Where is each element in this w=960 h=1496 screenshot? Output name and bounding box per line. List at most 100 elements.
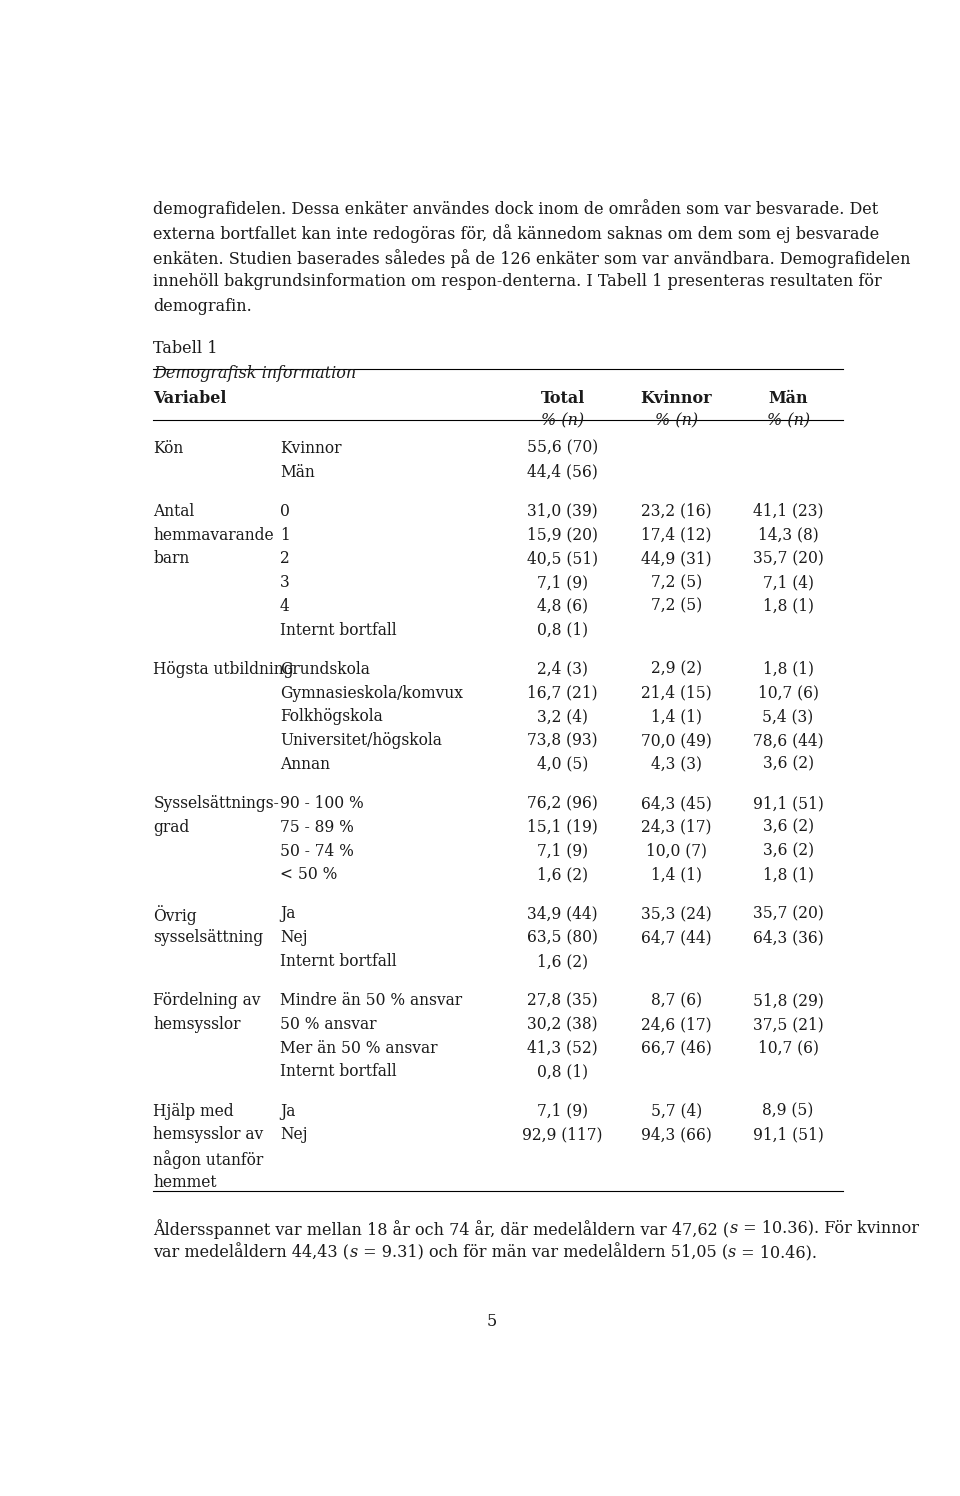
Text: 51,8 (29): 51,8 (29) xyxy=(753,992,824,1010)
Text: 4: 4 xyxy=(280,598,290,615)
Text: 91,1 (51): 91,1 (51) xyxy=(753,794,824,812)
Text: 2: 2 xyxy=(280,551,290,567)
Text: 41,1 (23): 41,1 (23) xyxy=(753,503,824,519)
Text: 41,3 (52): 41,3 (52) xyxy=(527,1040,598,1056)
Text: 10,0 (7): 10,0 (7) xyxy=(646,842,707,860)
Text: 90 - 100 %: 90 - 100 % xyxy=(280,794,364,812)
Text: % (n): % (n) xyxy=(655,413,698,429)
Text: demografidelen. Dessa enkäter användes dock inom de områden som var besvarade. D: demografidelen. Dessa enkäter användes d… xyxy=(154,199,878,218)
Text: Gymnasieskola/komvux: Gymnasieskola/komvux xyxy=(280,685,463,702)
Text: 3: 3 xyxy=(280,574,290,591)
Text: = 10.36). För kvinnor: = 10.36). För kvinnor xyxy=(738,1219,919,1237)
Text: Nej: Nej xyxy=(280,1126,307,1143)
Text: 7,1 (4): 7,1 (4) xyxy=(762,574,814,591)
Text: 37,5 (21): 37,5 (21) xyxy=(753,1016,824,1032)
Text: < 50 %: < 50 % xyxy=(280,866,337,883)
Text: 78,6 (44): 78,6 (44) xyxy=(753,732,824,749)
Text: 15,1 (19): 15,1 (19) xyxy=(527,818,598,836)
Text: 3,2 (4): 3,2 (4) xyxy=(538,708,588,726)
Text: 7,1 (9): 7,1 (9) xyxy=(537,574,588,591)
Text: hemsysslor: hemsysslor xyxy=(154,1016,241,1032)
Text: Variabel: Variabel xyxy=(154,390,227,407)
Text: sysselsättning: sysselsättning xyxy=(154,929,264,945)
Text: s: s xyxy=(730,1219,738,1237)
Text: 64,3 (36): 64,3 (36) xyxy=(753,929,824,945)
Text: 17,4 (12): 17,4 (12) xyxy=(641,527,711,543)
Text: s: s xyxy=(349,1245,358,1261)
Text: 73,8 (93): 73,8 (93) xyxy=(527,732,598,749)
Text: 35,7 (20): 35,7 (20) xyxy=(753,551,824,567)
Text: 1,4 (1): 1,4 (1) xyxy=(651,708,702,726)
Text: 23,2 (16): 23,2 (16) xyxy=(641,503,711,519)
Text: 64,7 (44): 64,7 (44) xyxy=(641,929,711,945)
Text: enkäten. Studien baserades således på de 126 enkäter som var användbara. Demogra: enkäten. Studien baserades således på de… xyxy=(154,248,911,268)
Text: Sysselsättnings-: Sysselsättnings- xyxy=(154,794,279,812)
Text: 44,9 (31): 44,9 (31) xyxy=(641,551,711,567)
Text: Annan: Annan xyxy=(280,755,330,773)
Text: 24,6 (17): 24,6 (17) xyxy=(641,1016,711,1032)
Text: 2,9 (2): 2,9 (2) xyxy=(651,661,702,678)
Text: 0,8 (1): 0,8 (1) xyxy=(537,1064,588,1080)
Text: 40,5 (51): 40,5 (51) xyxy=(527,551,598,567)
Text: Internt bortfall: Internt bortfall xyxy=(280,1064,396,1080)
Text: 1,8 (1): 1,8 (1) xyxy=(762,866,814,883)
Text: Män: Män xyxy=(768,390,808,407)
Text: Grundskola: Grundskola xyxy=(280,661,370,678)
Text: 50 - 74 %: 50 - 74 % xyxy=(280,842,354,860)
Text: 1,6 (2): 1,6 (2) xyxy=(537,866,588,883)
Text: 10,7 (6): 10,7 (6) xyxy=(757,685,819,702)
Text: Hjälp med: Hjälp med xyxy=(154,1103,234,1119)
Text: hemmavarande: hemmavarande xyxy=(154,527,275,543)
Text: demografin.: demografin. xyxy=(154,298,252,316)
Text: 34,9 (44): 34,9 (44) xyxy=(527,905,598,923)
Text: 3,6 (2): 3,6 (2) xyxy=(762,842,814,860)
Text: 35,7 (20): 35,7 (20) xyxy=(753,905,824,923)
Text: Övrig: Övrig xyxy=(154,905,197,926)
Text: 8,9 (5): 8,9 (5) xyxy=(762,1103,814,1119)
Text: 5: 5 xyxy=(487,1313,497,1330)
Text: Ja: Ja xyxy=(280,905,296,923)
Text: 1,4 (1): 1,4 (1) xyxy=(651,866,702,883)
Text: någon utanför: någon utanför xyxy=(154,1150,264,1168)
Text: 21,4 (15): 21,4 (15) xyxy=(641,685,712,702)
Text: grad: grad xyxy=(154,818,190,836)
Text: 7,1 (9): 7,1 (9) xyxy=(537,1103,588,1119)
Text: Total: Total xyxy=(540,390,585,407)
Text: 0: 0 xyxy=(280,503,290,519)
Text: 4,8 (6): 4,8 (6) xyxy=(537,598,588,615)
Text: 24,3 (17): 24,3 (17) xyxy=(641,818,711,836)
Text: 10,7 (6): 10,7 (6) xyxy=(757,1040,819,1056)
Text: 14,3 (8): 14,3 (8) xyxy=(757,527,819,543)
Text: Kvinnor: Kvinnor xyxy=(280,440,342,456)
Text: Folkhögskola: Folkhögskola xyxy=(280,708,383,726)
Text: 55,6 (70): 55,6 (70) xyxy=(527,440,598,456)
Text: 8,7 (6): 8,7 (6) xyxy=(651,992,702,1010)
Text: 4,3 (3): 4,3 (3) xyxy=(651,755,702,773)
Text: 44,4 (56): 44,4 (56) xyxy=(527,464,598,480)
Text: Mer än 50 % ansvar: Mer än 50 % ansvar xyxy=(280,1040,438,1056)
Text: 70,0 (49): 70,0 (49) xyxy=(641,732,712,749)
Text: Fördelning av: Fördelning av xyxy=(154,992,261,1010)
Text: 50 % ansvar: 50 % ansvar xyxy=(280,1016,376,1032)
Text: 3,6 (2): 3,6 (2) xyxy=(762,818,814,836)
Text: 2,4 (3): 2,4 (3) xyxy=(538,661,588,678)
Text: 7,1 (9): 7,1 (9) xyxy=(537,842,588,860)
Text: 94,3 (66): 94,3 (66) xyxy=(641,1126,712,1143)
Text: 63,5 (80): 63,5 (80) xyxy=(527,929,598,945)
Text: innehöll bakgrundsinformation om respon-denterna. I Tabell 1 presenteras resulta: innehöll bakgrundsinformation om respon-… xyxy=(154,274,882,290)
Text: Kön: Kön xyxy=(154,440,183,456)
Text: Män: Män xyxy=(280,464,315,480)
Text: = 10.46).: = 10.46). xyxy=(736,1245,817,1261)
Text: Ja: Ja xyxy=(280,1103,296,1119)
Text: Demografisk information: Demografisk information xyxy=(154,365,356,381)
Text: 5,4 (3): 5,4 (3) xyxy=(762,708,814,726)
Text: 7,2 (5): 7,2 (5) xyxy=(651,598,702,615)
Text: Internt bortfall: Internt bortfall xyxy=(280,622,396,639)
Text: 31,0 (39): 31,0 (39) xyxy=(527,503,598,519)
Text: hemmet: hemmet xyxy=(154,1174,217,1191)
Text: 7,2 (5): 7,2 (5) xyxy=(651,574,702,591)
Text: 27,8 (35): 27,8 (35) xyxy=(527,992,598,1010)
Text: % (n): % (n) xyxy=(541,413,585,429)
Text: Mindre än 50 % ansvar: Mindre än 50 % ansvar xyxy=(280,992,462,1010)
Text: hemsysslor av: hemsysslor av xyxy=(154,1126,264,1143)
